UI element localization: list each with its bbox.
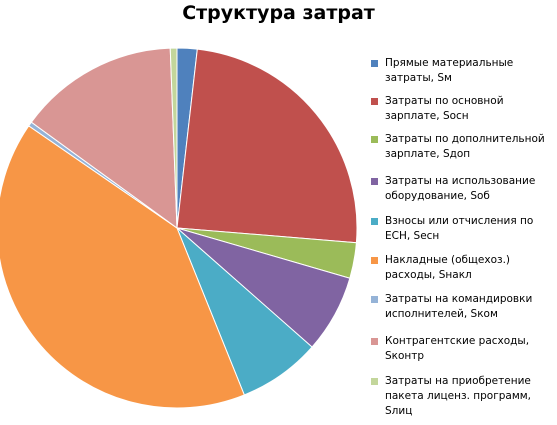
legend-label: Затраты на командировки исполнителей, Sк… bbox=[385, 293, 533, 320]
legend-swatch bbox=[371, 60, 378, 67]
pie-slice-6 bbox=[0, 125, 245, 409]
legend-label: Накладные (общехоз.) расходы, Sнакл bbox=[385, 254, 511, 281]
pie-slice-9 bbox=[169, 47, 178, 229]
legend-label: Контрагентские расходы, Sконтр bbox=[385, 335, 530, 362]
legend-swatch bbox=[371, 98, 378, 105]
pie-slice-2 bbox=[176, 48, 358, 244]
legend-label: Затраты на использование оборудование, S… bbox=[385, 175, 536, 202]
legend-swatch bbox=[371, 338, 378, 345]
legend-swatch bbox=[371, 257, 378, 264]
legend-label: Затраты по основной зарплате, Sосн bbox=[385, 95, 504, 122]
pie-slice-8 bbox=[30, 47, 178, 230]
legend-label: Затраты на приобретение пакета лиценз. п… bbox=[385, 375, 532, 417]
chart-title: Структура затрат bbox=[182, 2, 375, 24]
legend-label: Прямые материальные затраты, Sм bbox=[385, 57, 514, 84]
legend-swatch bbox=[371, 136, 378, 143]
legend-swatch bbox=[371, 378, 378, 385]
legend-swatch bbox=[371, 296, 378, 303]
legend-swatch bbox=[371, 178, 378, 185]
legend-swatch bbox=[371, 218, 378, 225]
legend-label: Взносы или отчисления по ЕСН, Sесн bbox=[385, 215, 534, 242]
legend-label: Затраты по дополнительной зарплате, Sдоп bbox=[385, 133, 545, 160]
